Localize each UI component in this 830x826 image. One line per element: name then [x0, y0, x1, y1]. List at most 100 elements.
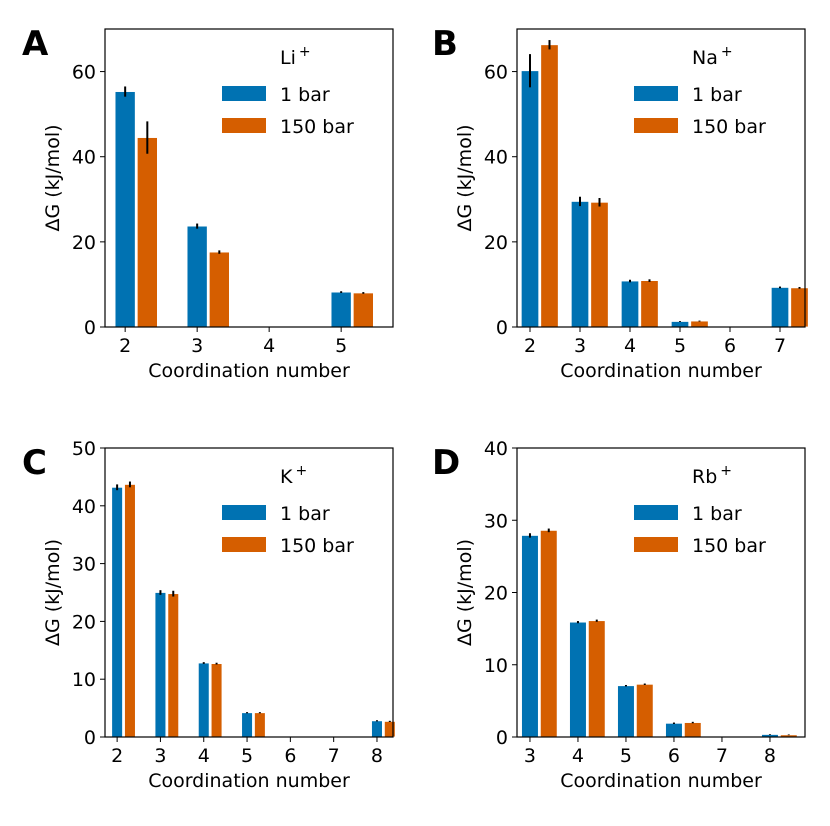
x-tick-label: 3: [191, 335, 203, 357]
x-tick-label: 2: [524, 335, 536, 357]
legend-entry: 150 bar: [692, 116, 766, 138]
bar-1bar: [371, 720, 383, 738]
x-tick-label: 4: [624, 335, 636, 357]
legend-entry: 1 bar: [692, 84, 742, 106]
x-axis-label: Coordination number: [560, 770, 762, 792]
x-tick-label: 5: [674, 335, 686, 357]
legend-title: Li +: [280, 44, 311, 69]
x-tick-label: 3: [524, 745, 536, 767]
y-tick-label: 30: [72, 554, 96, 576]
bar-1bar: [197, 662, 210, 738]
bar-150bar: [208, 251, 230, 328]
y-tick-label: 0: [496, 317, 508, 339]
bar-150bar: [352, 292, 374, 328]
legend-title: Rb +: [692, 463, 732, 488]
bar-1bar: [521, 535, 539, 738]
bar-1bar: [670, 321, 690, 328]
bar-1bar: [114, 91, 136, 328]
legend-entry: 1 bar: [280, 84, 330, 106]
axes-frame: [516, 28, 806, 328]
panel-C: 0 10 20 30 40 50 2 3 4 5 6 7 8 Coordination number ΔG …: [22, 438, 396, 792]
x-tick-label: 4: [198, 745, 210, 767]
x-tick-label: 5: [241, 745, 253, 767]
bar-1bar: [620, 280, 640, 328]
legend-entry: 1 bar: [692, 503, 742, 525]
x-axis-label: Coordination number: [148, 360, 350, 382]
x-tick-label: 3: [154, 745, 166, 767]
x-axis-label: Coordination number: [560, 360, 762, 382]
y-tick-label: 60: [72, 62, 96, 84]
y-tick-label: 0: [84, 727, 96, 749]
legend-swatch: [222, 537, 266, 552]
x-tick-label: 7: [774, 335, 786, 357]
x-tick-label: 4: [572, 745, 584, 767]
bar-1bar: [570, 201, 590, 328]
legend-swatch: [634, 86, 678, 101]
x-tick-label: 6: [668, 745, 680, 767]
bar-1bar: [770, 287, 790, 328]
legend-entry: 150 bar: [280, 116, 354, 138]
bar-150bar: [167, 593, 180, 738]
bar-150bar: [136, 137, 158, 328]
bar-1bar: [186, 225, 208, 328]
bar-150bar: [590, 201, 609, 328]
legend-entry: 1 bar: [280, 503, 330, 525]
legend-swatch: [634, 118, 678, 133]
bar-150bar: [587, 620, 606, 738]
legend-title: Na +: [692, 44, 733, 69]
panel-label: B: [432, 24, 458, 64]
legend-title: K +: [280, 463, 307, 488]
x-tick-label: 5: [620, 745, 632, 767]
legend-swatch: [222, 118, 266, 133]
bar-150bar: [124, 484, 136, 738]
panel-label: A: [22, 24, 49, 64]
y-tick-label: 10: [484, 655, 508, 677]
bar-1bar: [111, 486, 123, 738]
y-tick-label: 60: [484, 62, 508, 84]
axes-frame: [516, 447, 806, 738]
panel-A: 0 20 40 60 2 3 4 5 Coordination number ΔG (kJ/mol…: [22, 24, 394, 382]
x-tick-label: 8: [371, 745, 383, 767]
legend-entry: 150 bar: [692, 535, 766, 557]
bar-150bar: [635, 683, 654, 738]
bar-150bar: [210, 663, 223, 738]
axes-frame: [104, 28, 394, 328]
x-axis-label: Coordination number: [148, 770, 350, 792]
bar-150bar: [540, 44, 559, 328]
y-tick-label: 0: [84, 317, 96, 339]
x-tick-label: 6: [724, 335, 736, 357]
bar-1bar: [569, 621, 587, 738]
x-tick-label: 7: [328, 745, 340, 767]
x-tick-label: 3: [574, 335, 586, 357]
bar-1bar: [241, 712, 253, 738]
y-tick-label: 20: [72, 611, 96, 633]
legend-swatch: [634, 537, 678, 552]
y-tick-label: 40: [72, 147, 96, 169]
x-tick-label: 2: [111, 745, 123, 767]
y-axis-label: ΔG (kJ/mol): [454, 539, 476, 646]
y-axis-label: ΔG (kJ/mol): [42, 539, 64, 646]
bar-1bar: [154, 592, 167, 738]
bar-150bar: [690, 320, 709, 328]
legend-entry: 150 bar: [280, 535, 354, 557]
bar-1bar: [665, 722, 683, 738]
legend-swatch: [222, 86, 266, 101]
bar-150bar: [254, 712, 266, 738]
y-tick-label: 20: [484, 583, 508, 605]
y-tick-label: 10: [72, 669, 96, 691]
y-tick-label: 20: [72, 232, 96, 254]
y-axis-label: ΔG (kJ/mol): [454, 124, 476, 231]
y-tick-label: 40: [484, 147, 508, 169]
x-tick-label: 5: [335, 335, 347, 357]
y-tick-label: 30: [484, 510, 508, 532]
bar-150bar: [790, 287, 809, 328]
x-tick-label: 6: [284, 745, 296, 767]
legend-swatch: [634, 505, 678, 520]
y-tick-label: 20: [484, 232, 508, 254]
bar-150bar: [683, 722, 702, 738]
y-axis-label: ΔG (kJ/mol): [42, 124, 64, 231]
panel-label: C: [22, 443, 47, 483]
